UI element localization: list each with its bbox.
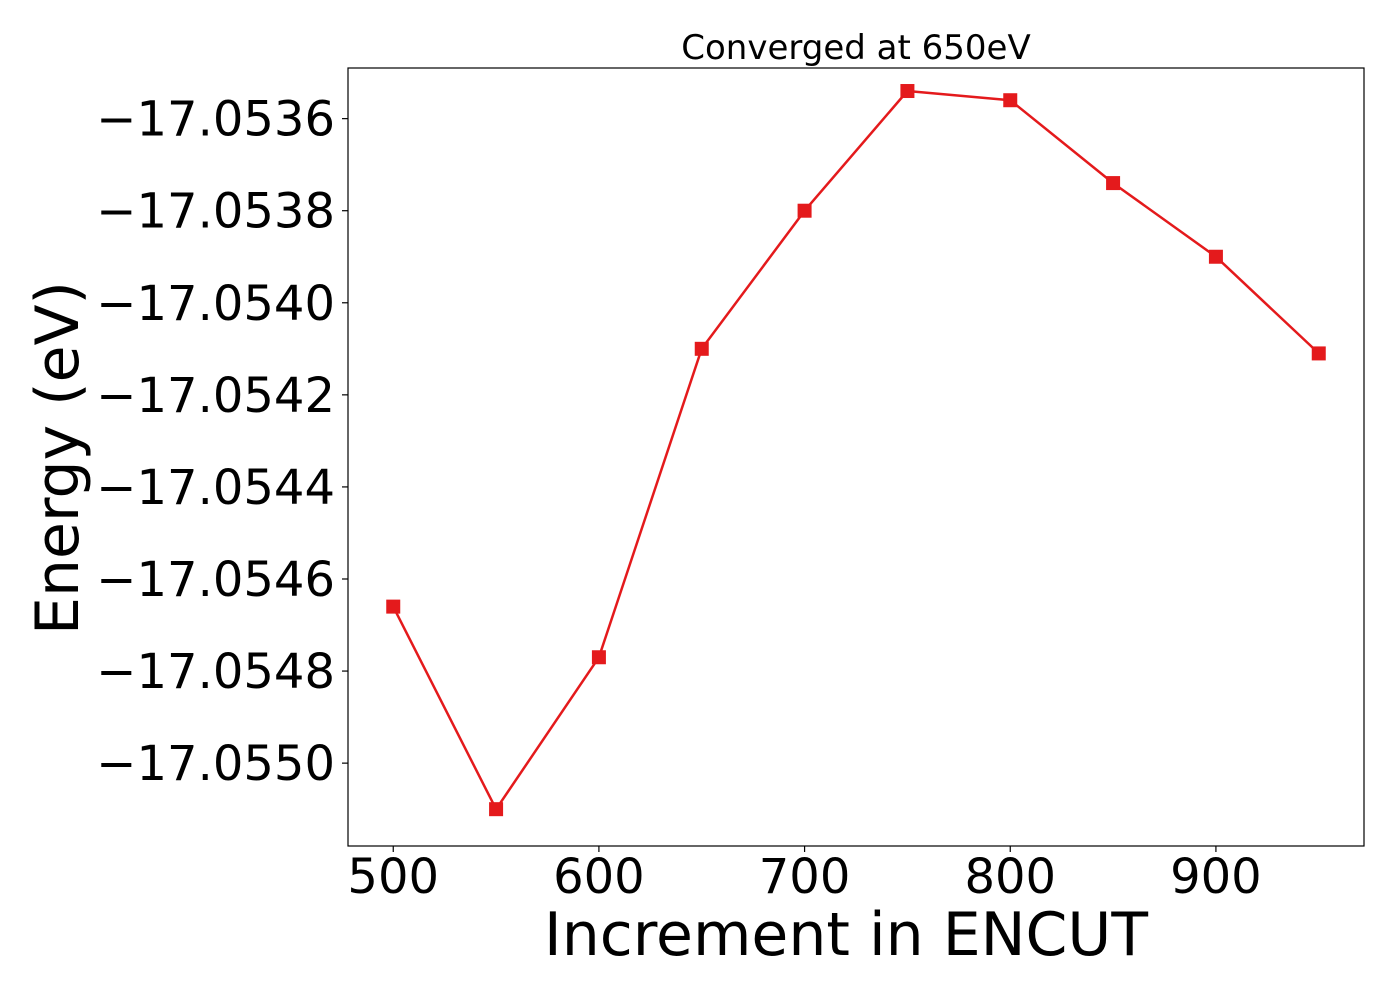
x-tick-label: 700 xyxy=(759,849,851,905)
y-tick-label: −17.0548 xyxy=(96,644,335,700)
data-point xyxy=(797,203,812,218)
data-point xyxy=(900,84,915,99)
plot-area xyxy=(347,67,1365,847)
x-tick-label: 900 xyxy=(1170,849,1262,905)
y-tick-label: −17.0536 xyxy=(96,92,335,148)
y-tick-label: −17.0546 xyxy=(96,552,335,608)
series-line xyxy=(392,89,1320,811)
data-point xyxy=(1208,249,1223,264)
data-point xyxy=(694,341,709,356)
x-tick-label: 500 xyxy=(347,849,439,905)
data-point xyxy=(1003,93,1018,108)
chart-title: Converged at 650eV xyxy=(681,28,1030,68)
y-tick-label: −17.0542 xyxy=(96,368,335,424)
data-point xyxy=(591,650,606,665)
x-axis-label: Increment in ENCUT xyxy=(544,900,1148,970)
y-tick-label: −17.0550 xyxy=(96,736,335,792)
data-point xyxy=(489,802,504,817)
data-point xyxy=(1311,346,1326,361)
y-tick-label: −17.0540 xyxy=(96,276,335,332)
x-tick-label: 800 xyxy=(964,849,1056,905)
x-tick-label: 600 xyxy=(553,849,645,905)
y-tick-label: −17.0538 xyxy=(96,184,335,240)
y-axis-label: Energy (eV) xyxy=(23,281,93,635)
plot-frame xyxy=(347,67,1365,847)
data-point xyxy=(386,599,401,614)
y-tick-label: −17.0544 xyxy=(96,460,335,516)
y-axis-ticks: −17.0550 −17.0548 −17.0546 −17.0544 −17.0542… xyxy=(96,92,348,792)
data-point xyxy=(1106,176,1121,191)
x-axis-ticks: 500 600 700 800 900 xyxy=(347,846,1262,905)
